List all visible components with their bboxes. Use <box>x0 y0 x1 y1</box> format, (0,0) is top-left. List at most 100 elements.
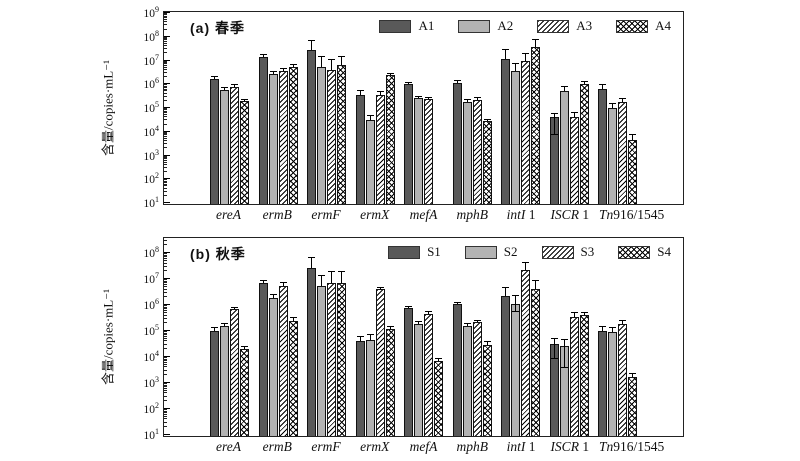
y-major-tick <box>164 434 170 435</box>
y-minor-tick <box>164 318 167 319</box>
error-bar <box>632 135 633 140</box>
y-major-tick <box>164 408 170 409</box>
error-bar-cap-top <box>512 295 519 296</box>
bar-A4 <box>579 84 589 204</box>
bar-group-ermB <box>258 12 298 204</box>
bar-A2 <box>462 102 472 204</box>
y-minor-tick <box>164 292 167 293</box>
error-bar <box>341 272 342 283</box>
bar-slot <box>404 12 413 204</box>
error-bar-cap-top <box>532 280 539 281</box>
bar-slot <box>414 238 423 436</box>
bar-slot <box>355 12 365 204</box>
x-axis-label: mphB <box>456 439 489 454</box>
bar-groups <box>164 238 683 436</box>
y-minor-tick <box>164 86 167 87</box>
bar-group-intI <box>501 238 540 436</box>
bar-S1 <box>355 341 365 436</box>
bar-slot <box>210 12 219 204</box>
bar-A3 <box>375 95 385 204</box>
y-minor-tick <box>164 114 167 115</box>
error-bar <box>272 295 274 298</box>
error-bar <box>262 55 264 57</box>
legend-label: S2 <box>503 244 518 259</box>
error-bar <box>341 57 342 65</box>
y-minor-tick <box>164 286 167 287</box>
error-bar-cap-top <box>366 334 374 335</box>
y-tick-label: 101 <box>143 195 160 210</box>
y-minor-tick <box>164 41 167 42</box>
error-bar-cap-top <box>386 326 394 327</box>
error-bar-cap-top <box>425 311 432 312</box>
x-axis-label: ereA <box>216 207 241 222</box>
legend-swatch-hatch-diagonal <box>541 245 574 259</box>
bar-group-ereA <box>210 238 249 436</box>
y-minor-tick <box>164 182 167 183</box>
error-bar <box>359 337 361 341</box>
y-minor-tick <box>164 263 167 264</box>
bar-slot <box>240 12 249 204</box>
y-minor-tick <box>164 195 167 196</box>
y-minor-tick <box>164 162 167 163</box>
bar-slot <box>549 12 559 204</box>
y-minor-tick <box>164 370 167 371</box>
bar-slot <box>240 238 249 436</box>
bar-A1 <box>452 83 462 204</box>
y-minor-tick <box>164 359 167 360</box>
bar-S2 <box>365 340 375 436</box>
error-bar-cap-top <box>338 56 345 57</box>
y-minor-tick <box>164 258 167 259</box>
bar-slot <box>385 12 395 204</box>
bar-slot <box>424 12 433 204</box>
error-bar <box>379 288 381 289</box>
y-minor-tick <box>164 109 167 110</box>
y-tick-label: 101 <box>143 427 160 442</box>
x-axis-label: ermX <box>360 207 390 222</box>
bar-S4 <box>337 283 346 436</box>
error-bar-cap-top <box>211 327 218 328</box>
y-axis-ticks: 101 102 103 104 105 106 107 108 <box>144 238 683 442</box>
legend-item-S3: S3 <box>541 244 594 260</box>
error-bar <box>515 296 516 312</box>
error-bar-cap-top <box>522 53 529 54</box>
error-bar <box>321 276 322 286</box>
bar-group-ermB <box>258 238 298 436</box>
y-minor-tick <box>164 158 167 159</box>
error-bar <box>359 91 361 95</box>
y-minor-tick <box>164 253 167 254</box>
bar-slot <box>385 238 395 436</box>
bar-slot <box>579 12 589 204</box>
y-minor-tick <box>164 62 167 63</box>
y-minor-tick <box>164 111 167 112</box>
bar-slot <box>452 238 462 436</box>
error-bar-cap-top <box>318 56 325 57</box>
error-bar-cap-top <box>405 82 412 83</box>
y-minor-tick <box>164 181 167 182</box>
y-minor-tick <box>164 340 167 341</box>
error-bar <box>553 339 555 359</box>
legend-swatch-solid-dark <box>379 19 412 33</box>
error-bar-cap-top <box>560 339 568 340</box>
error-bar <box>244 347 245 349</box>
error-bar-cap-top <box>328 271 335 272</box>
error-bar-cap-top <box>338 271 345 272</box>
y-minor-tick <box>164 260 167 261</box>
legend-label: S1 <box>427 244 441 259</box>
y-minor-tick <box>164 412 167 413</box>
legend-swatch-solid-dark <box>388 245 421 259</box>
y-minor-tick <box>164 134 167 135</box>
bar-S1 <box>307 268 316 436</box>
y-minor-tick <box>164 19 167 20</box>
y-minor-tick <box>164 100 167 101</box>
y-minor-tick <box>164 388 167 389</box>
bar-group-Tn <box>598 238 637 436</box>
error-bar <box>612 104 613 108</box>
error-bar-cap-top <box>629 134 636 135</box>
bar-S1 <box>501 296 510 436</box>
error-bar <box>389 327 391 329</box>
y-tick-label: 107 <box>143 53 160 68</box>
error-bar-cap-top <box>289 317 297 318</box>
legend-label: A3 <box>576 18 593 33</box>
legend-item-A2: A2 <box>458 18 513 34</box>
y-minor-tick <box>164 38 167 39</box>
